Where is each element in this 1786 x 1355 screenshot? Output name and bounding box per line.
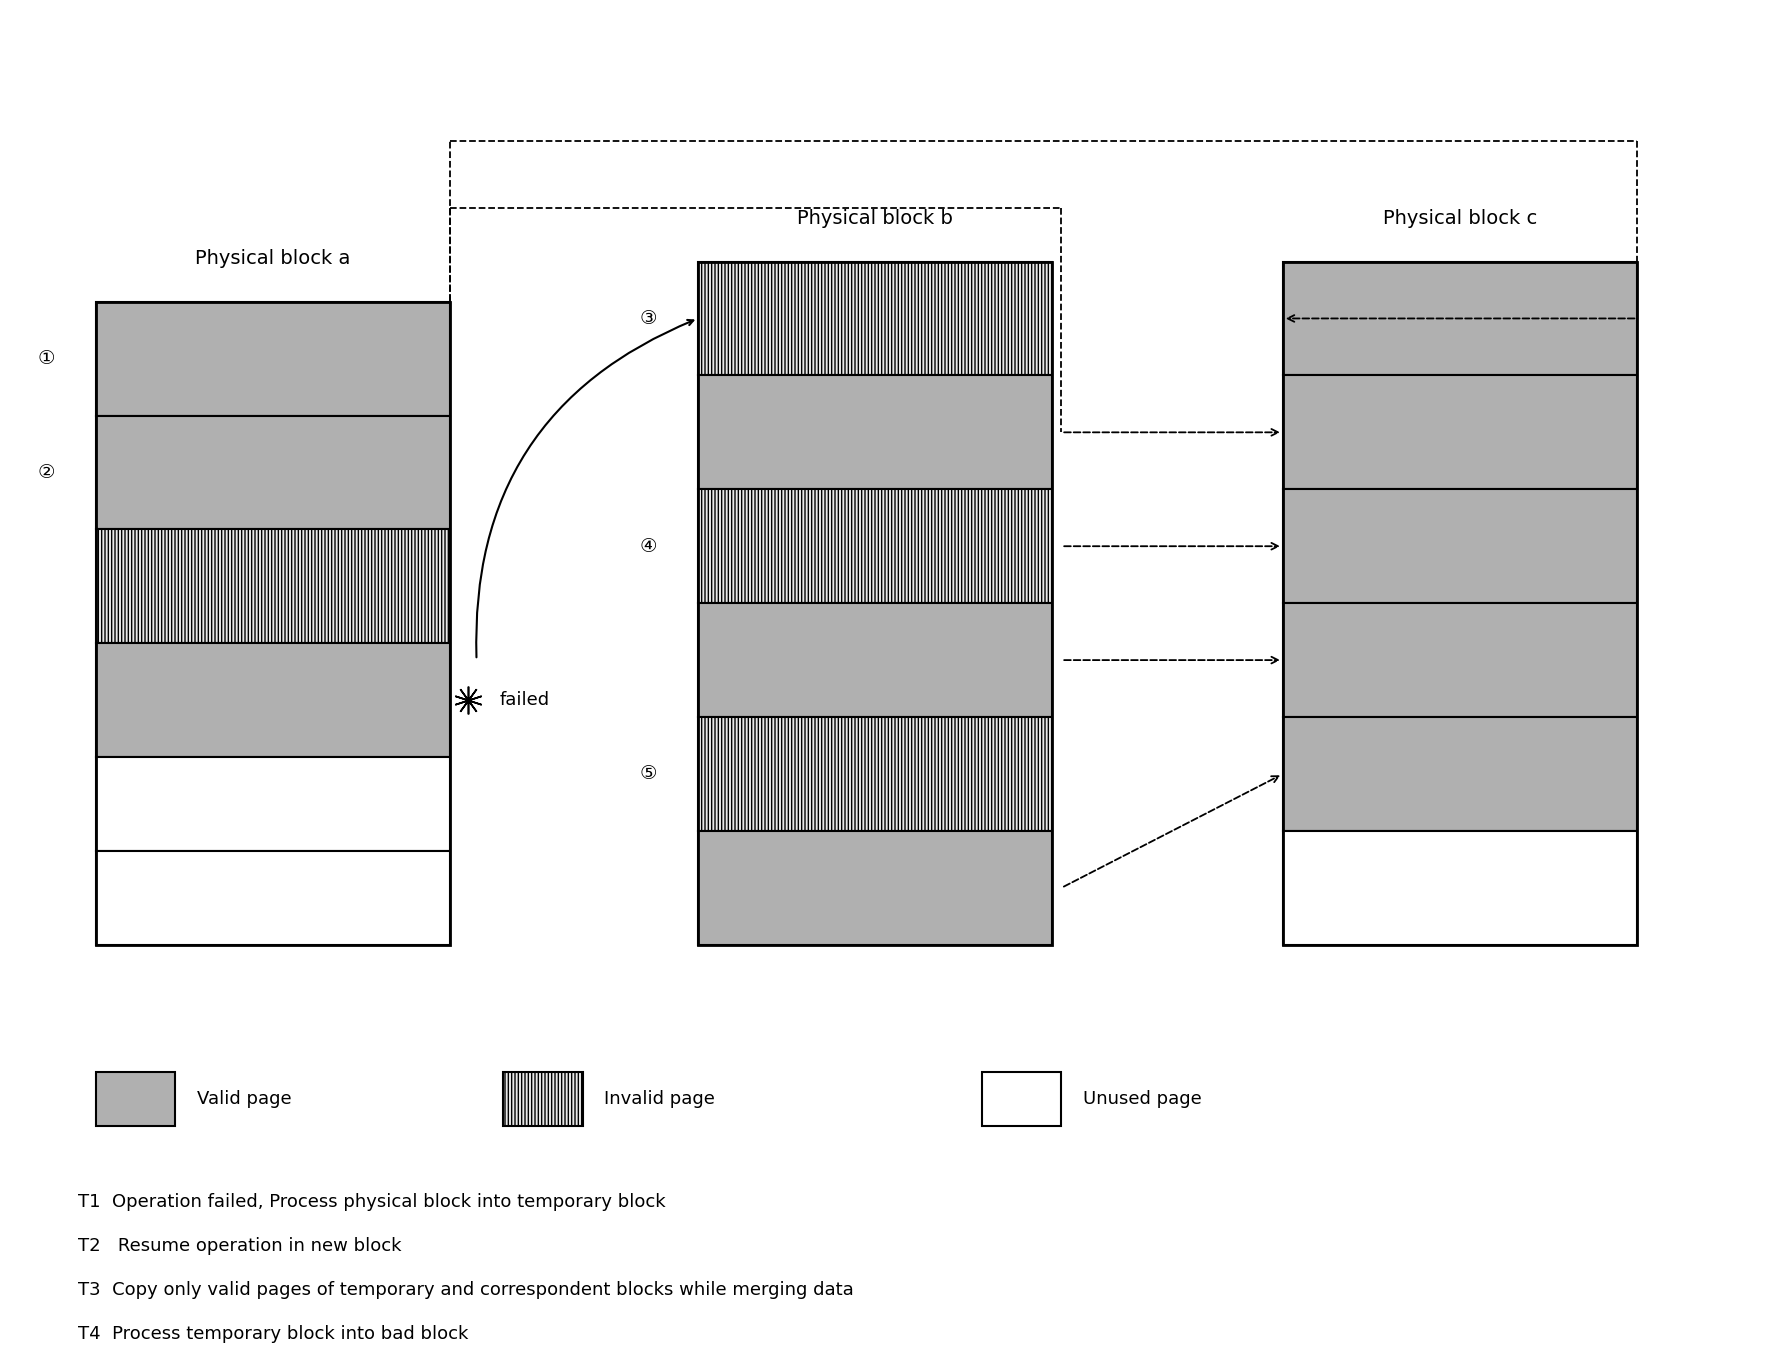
Bar xyxy=(95,302,450,944)
Bar xyxy=(1282,375,1638,489)
Bar xyxy=(698,717,1052,831)
Bar xyxy=(95,530,450,644)
Bar xyxy=(1282,603,1638,717)
Bar xyxy=(698,262,1052,375)
Bar xyxy=(95,1072,175,1126)
Bar xyxy=(1282,717,1638,831)
Text: ⑤: ⑤ xyxy=(639,764,657,783)
Bar xyxy=(1282,262,1638,375)
Text: Physical block b: Physical block b xyxy=(797,209,954,228)
Bar xyxy=(698,262,1052,944)
Bar xyxy=(982,1072,1061,1126)
Bar xyxy=(95,416,450,530)
Bar xyxy=(698,603,1052,717)
Text: T1  Operation failed, Process physical block into temporary block: T1 Operation failed, Process physical bl… xyxy=(79,1192,666,1210)
Text: Physical block c: Physical block c xyxy=(1382,209,1538,228)
Bar xyxy=(95,644,450,757)
Bar xyxy=(698,831,1052,944)
Bar xyxy=(95,851,450,944)
Text: ③: ③ xyxy=(639,309,657,328)
Bar xyxy=(1282,262,1638,944)
Text: ④: ④ xyxy=(639,537,657,556)
Bar xyxy=(95,302,450,416)
Bar xyxy=(698,375,1052,489)
Text: Unused page: Unused page xyxy=(1082,1089,1202,1108)
Text: T4  Process temporary block into bad block: T4 Process temporary block into bad bloc… xyxy=(79,1325,468,1343)
Bar xyxy=(1282,489,1638,603)
Bar xyxy=(698,489,1052,603)
Bar xyxy=(95,757,450,851)
Text: Valid page: Valid page xyxy=(196,1089,291,1108)
Text: Invalid page: Invalid page xyxy=(604,1089,714,1108)
Text: ②: ② xyxy=(38,463,55,482)
Text: failed: failed xyxy=(500,691,550,709)
Text: ①: ① xyxy=(38,350,55,369)
Text: T3  Copy only valid pages of temporary and correspondent blocks while merging da: T3 Copy only valid pages of temporary an… xyxy=(79,1280,854,1299)
Bar xyxy=(1282,831,1638,944)
Text: T2   Resume operation in new block: T2 Resume operation in new block xyxy=(79,1237,402,1255)
Text: Physical block a: Physical block a xyxy=(195,249,350,268)
Bar xyxy=(504,1072,582,1126)
